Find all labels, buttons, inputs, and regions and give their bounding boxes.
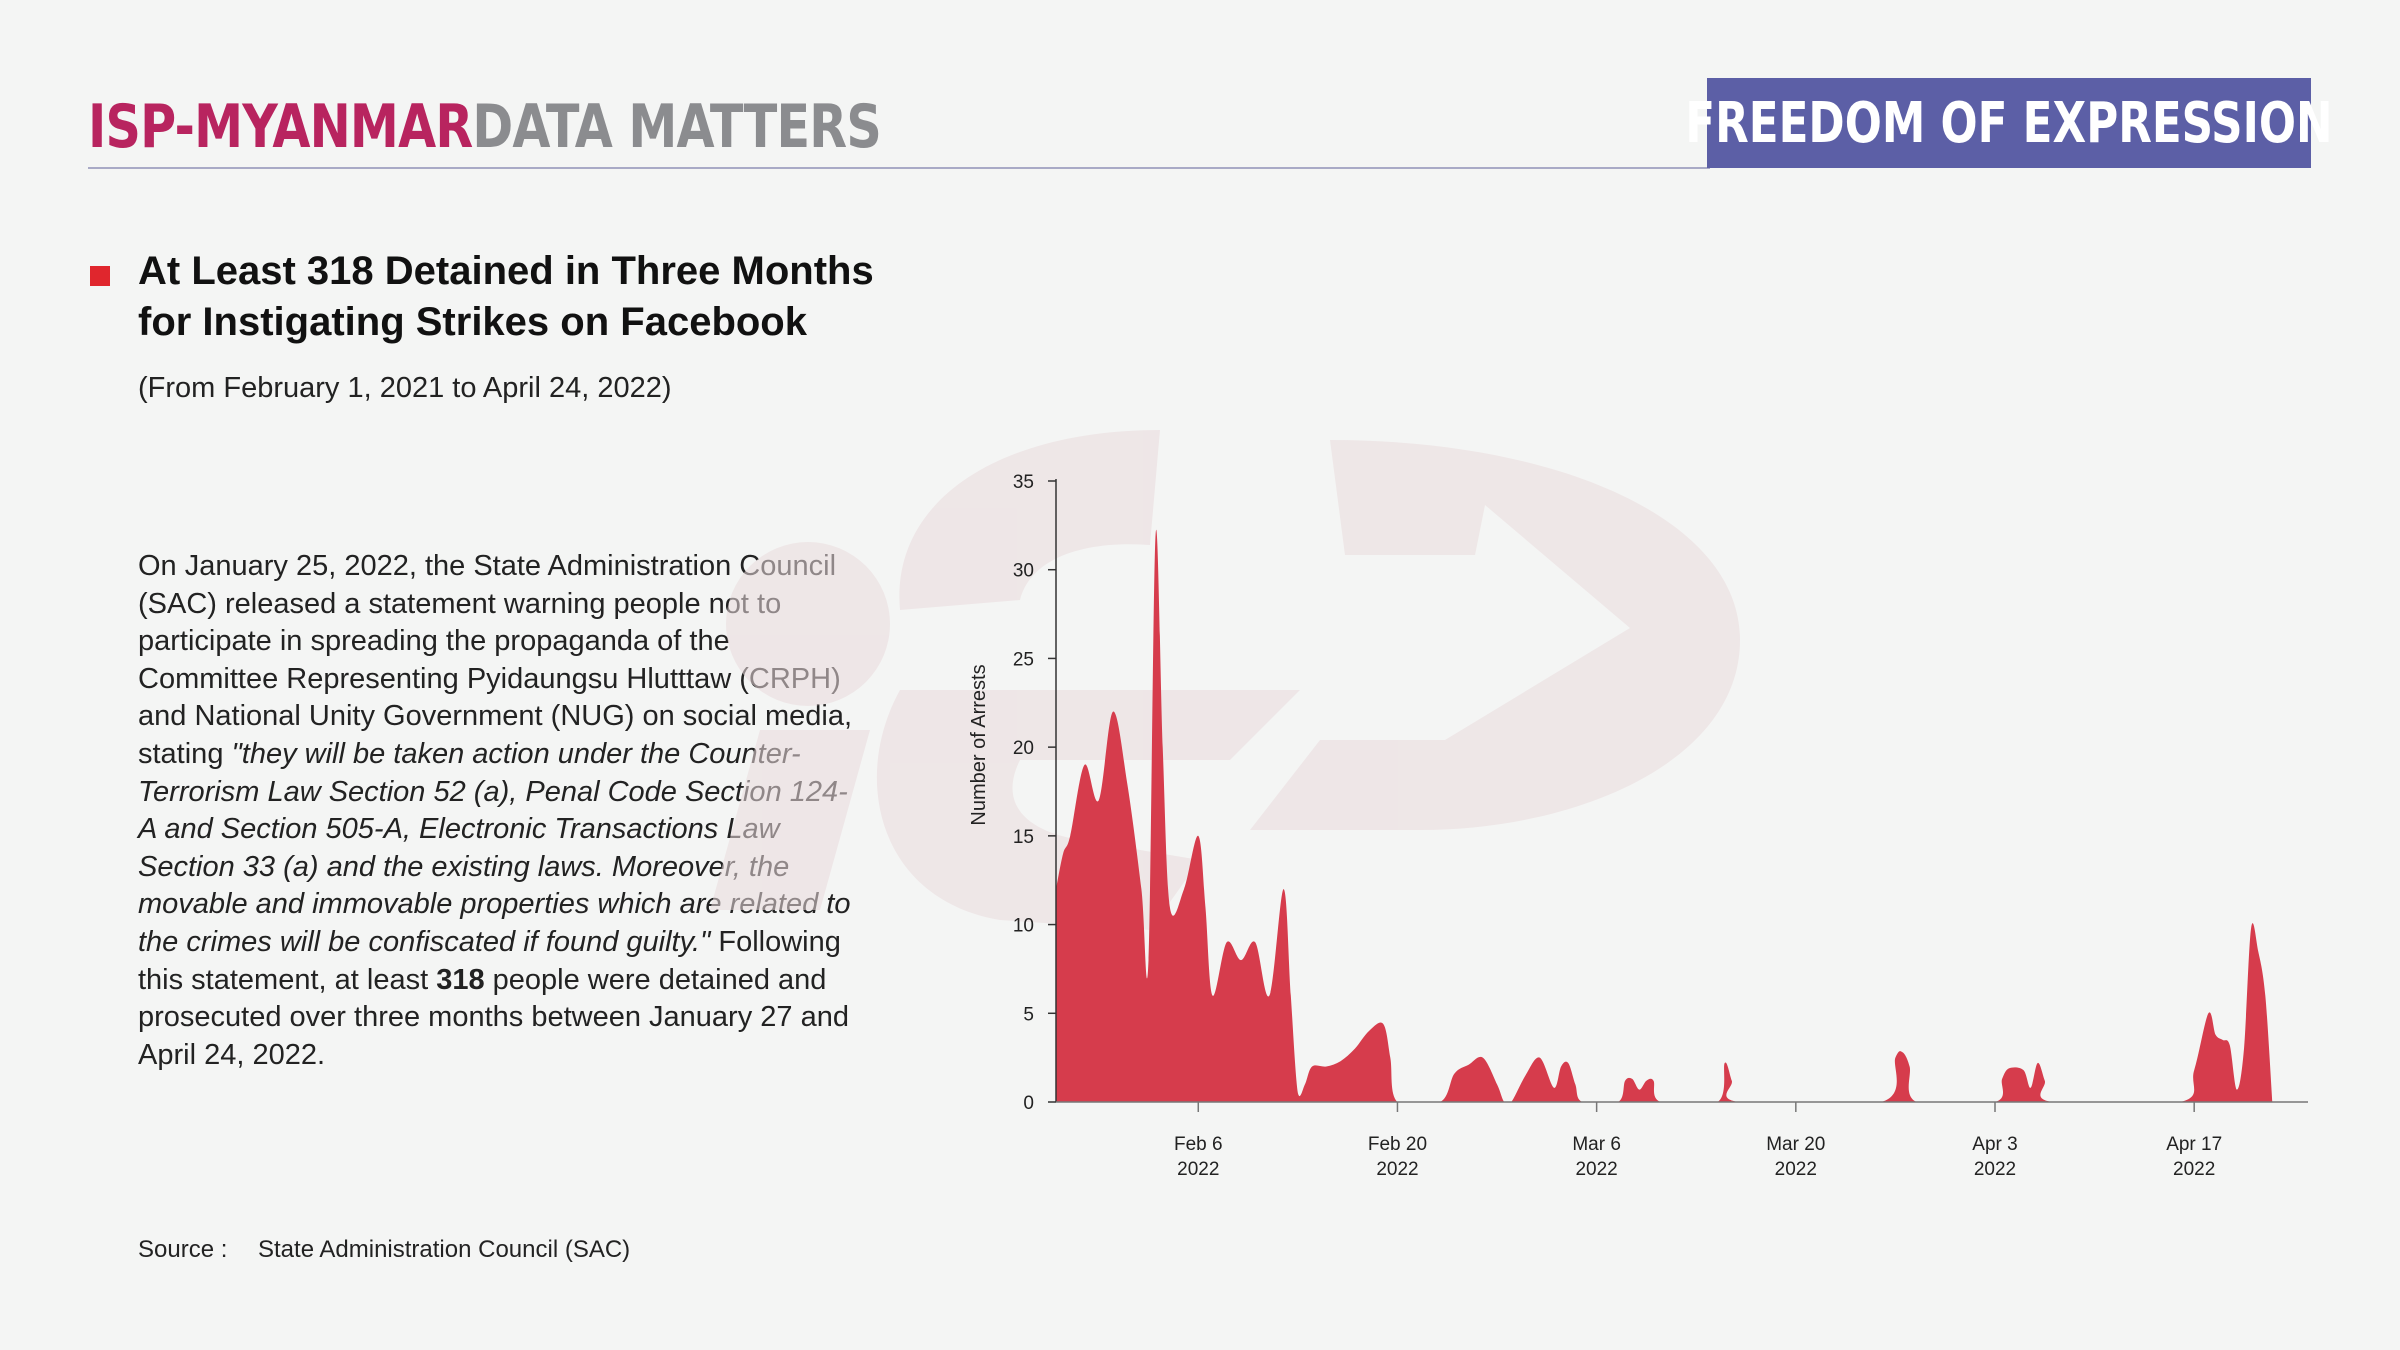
body-paragraph: On January 25, 2022, the State Administr…	[138, 548, 858, 1074]
x-tick-label: Feb 20	[1368, 1134, 1427, 1155]
page-subtitle: (From February 1, 2021 to April 24, 2022…	[138, 372, 672, 404]
x-tick-label: Feb 6	[1174, 1134, 1223, 1155]
source-value: State Administration Council (SAC)	[258, 1236, 631, 1263]
y-tick-label: 15	[1013, 827, 1034, 848]
x-tick-year-label: 2022	[1974, 1159, 2016, 1180]
y-tick-label: 25	[1013, 649, 1034, 670]
title-bullet	[90, 266, 110, 286]
x-tick-year-label: 2022	[1775, 1159, 1817, 1180]
body-quote: "they will be taken action under the Cou…	[138, 737, 851, 958]
source-note: Source : State Administration Council (SA…	[138, 1236, 630, 1264]
x-tick-label: Apr 3	[1972, 1134, 2017, 1155]
y-tick-label: 20	[1013, 738, 1034, 759]
y-tick-label: 0	[1023, 1093, 1034, 1114]
brand-primary: ISP-MYANMAR	[88, 92, 473, 162]
x-tick-label: Apr 17	[2166, 1134, 2222, 1155]
title-line-1: At Least 318 Detained in Three Months	[138, 249, 874, 293]
body-after-quote: Following this statement, at least	[138, 925, 841, 996]
y-tick-label: 30	[1013, 561, 1034, 582]
brand-title: ISP-MYANMARDATA MATTERS	[88, 92, 882, 162]
x-tick-year-label: 2022	[1177, 1159, 1219, 1180]
y-tick-label: 10	[1013, 916, 1034, 937]
x-tick-year-label: 2022	[1376, 1159, 1418, 1180]
isp-watermark	[710, 430, 1740, 930]
header-rule	[88, 167, 1710, 169]
body-closing: people were detained and prosecuted over…	[138, 963, 849, 1071]
category-label: FREEDOM OF EXPRESSION	[1685, 90, 2333, 156]
x-tick-label: Mar 6	[1572, 1134, 1621, 1155]
x-tick-year-label: 2022	[1575, 1159, 1617, 1180]
arrests-area-series-0	[1056, 529, 2273, 1102]
category-banner: FREEDOM OF EXPRESSION	[1685, 78, 2333, 168]
source-label: Source :	[138, 1236, 228, 1263]
title-line-2: for Instigating Strikes on Facebook	[138, 300, 807, 344]
x-tick-year-label: 2022	[2173, 1159, 2215, 1180]
y-tick-label: 5	[1023, 1004, 1034, 1025]
body-count: 318	[436, 963, 485, 996]
body-intro: On January 25, 2022, the State Administr…	[138, 550, 853, 770]
y-tick-label: 35	[1013, 472, 1034, 493]
page-title: At Least 318 Detained in Three Months fo…	[138, 246, 998, 348]
x-tick-label: Mar 20	[1766, 1134, 1825, 1155]
brand-secondary: DATA MATTERS	[472, 92, 881, 162]
y-axis-title: Number of Arrests	[968, 664, 990, 825]
